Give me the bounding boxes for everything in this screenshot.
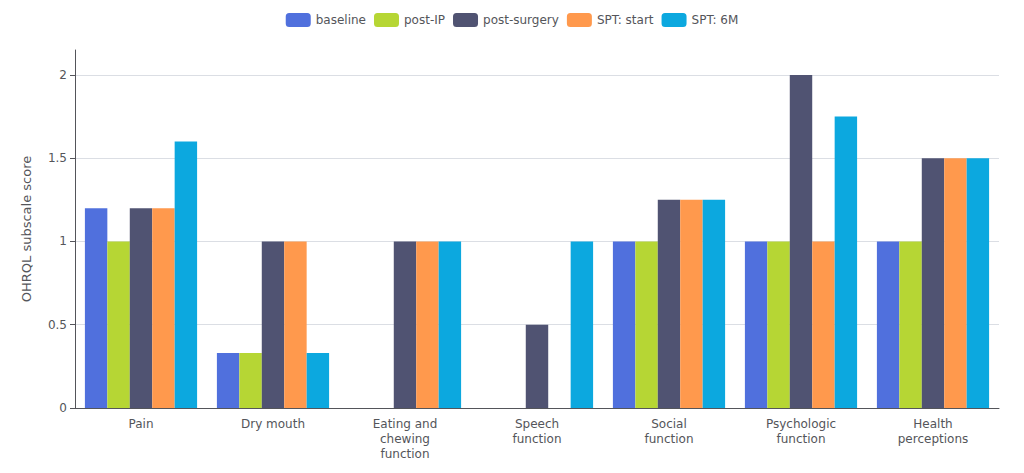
svg-text:Social: Social bbox=[651, 417, 687, 431]
svg-text:chewing: chewing bbox=[380, 432, 430, 446]
svg-text:OHRQL subscale score: OHRQL subscale score bbox=[19, 156, 34, 302]
svg-text:perceptions: perceptions bbox=[898, 432, 969, 446]
svg-text:2: 2 bbox=[59, 68, 67, 82]
svg-text:function: function bbox=[644, 432, 693, 446]
svg-text:post-surgery: post-surgery bbox=[483, 13, 559, 27]
svg-text:Dry mouth: Dry mouth bbox=[241, 417, 305, 431]
svg-text:function: function bbox=[776, 432, 825, 446]
svg-text:post-IP: post-IP bbox=[404, 13, 445, 27]
svg-text:0: 0 bbox=[59, 401, 67, 415]
svg-text:1: 1 bbox=[59, 234, 67, 248]
svg-text:Eating and: Eating and bbox=[373, 417, 438, 431]
svg-text:function: function bbox=[380, 447, 429, 461]
svg-text:Health: Health bbox=[913, 417, 952, 431]
svg-text:Speech: Speech bbox=[515, 417, 559, 431]
svg-text:Pain: Pain bbox=[129, 417, 154, 431]
svg-text:baseline: baseline bbox=[316, 13, 366, 27]
svg-text:1.5: 1.5 bbox=[48, 151, 67, 165]
svg-text:SPT: 6M: SPT: 6M bbox=[692, 13, 739, 27]
svg-text:SPT: start: SPT: start bbox=[597, 13, 654, 27]
svg-text:Psychologic: Psychologic bbox=[766, 417, 836, 431]
svg-text:0.5: 0.5 bbox=[48, 318, 67, 332]
svg-text:function: function bbox=[512, 432, 561, 446]
